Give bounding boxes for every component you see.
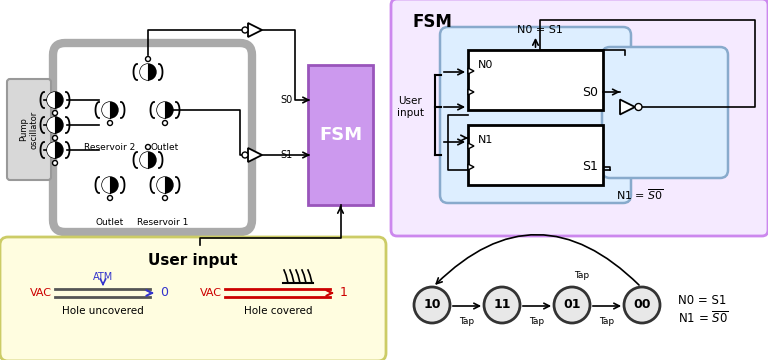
FancyBboxPatch shape: [602, 47, 728, 178]
Text: User input: User input: [148, 253, 238, 269]
Text: S0: S0: [281, 95, 293, 105]
Circle shape: [52, 135, 58, 140]
Polygon shape: [620, 99, 635, 114]
FancyBboxPatch shape: [0, 237, 386, 360]
Circle shape: [140, 152, 156, 168]
Circle shape: [47, 117, 63, 133]
Circle shape: [52, 161, 58, 166]
Text: N0 = S1: N0 = S1: [678, 293, 727, 306]
Text: 01: 01: [563, 298, 581, 311]
Text: N1 = $\overline{S0}$: N1 = $\overline{S0}$: [616, 188, 664, 202]
Bar: [308, 65, 373, 205]
Wedge shape: [140, 152, 148, 168]
Text: N0 = S1: N0 = S1: [517, 25, 563, 35]
Text: S1: S1: [582, 161, 598, 174]
Polygon shape: [468, 143, 474, 149]
Circle shape: [624, 287, 660, 323]
Circle shape: [140, 64, 156, 80]
Text: 10: 10: [423, 298, 441, 311]
Wedge shape: [102, 102, 110, 118]
Text: FSM: FSM: [319, 126, 362, 144]
Polygon shape: [468, 89, 474, 95]
Text: 1: 1: [340, 287, 348, 300]
Text: Hole uncovered: Hole uncovered: [62, 306, 144, 316]
Text: 00: 00: [634, 298, 650, 311]
Text: FSM: FSM: [413, 13, 453, 31]
Wedge shape: [102, 177, 110, 193]
Circle shape: [47, 142, 63, 158]
Wedge shape: [140, 64, 148, 80]
Polygon shape: [468, 68, 474, 74]
Circle shape: [635, 104, 642, 111]
Circle shape: [554, 287, 590, 323]
Text: VAC: VAC: [200, 288, 222, 298]
Text: Tap: Tap: [529, 317, 545, 326]
Circle shape: [108, 195, 112, 201]
Circle shape: [108, 121, 112, 126]
Text: Outlet: Outlet: [151, 144, 179, 153]
Circle shape: [47, 92, 63, 108]
Circle shape: [102, 177, 118, 193]
Text: Tap: Tap: [600, 317, 614, 326]
Text: Pump
oscillator: Pump oscillator: [19, 111, 38, 149]
Circle shape: [145, 144, 151, 149]
Circle shape: [414, 287, 450, 323]
Text: Tap: Tap: [574, 271, 590, 280]
Text: Reservoir 2: Reservoir 2: [84, 144, 136, 153]
Text: Hole covered: Hole covered: [243, 306, 313, 316]
Text: N1: N1: [478, 135, 493, 145]
Circle shape: [242, 27, 248, 33]
Circle shape: [157, 177, 173, 193]
Circle shape: [157, 102, 173, 118]
Text: N1 = $\overline{S0}$: N1 = $\overline{S0}$: [678, 310, 729, 326]
Text: VAC: VAC: [30, 288, 52, 298]
Circle shape: [163, 121, 167, 126]
FancyBboxPatch shape: [391, 0, 768, 236]
Polygon shape: [248, 148, 262, 162]
Text: Reservoir 1: Reservoir 1: [137, 218, 189, 227]
Wedge shape: [47, 92, 55, 108]
Text: User
input: User input: [396, 96, 423, 118]
Wedge shape: [157, 102, 165, 118]
Polygon shape: [468, 164, 474, 170]
Wedge shape: [157, 177, 165, 193]
Wedge shape: [47, 142, 55, 158]
Circle shape: [102, 102, 118, 118]
Wedge shape: [47, 117, 55, 133]
Bar: [468, 50, 603, 110]
Circle shape: [242, 152, 248, 158]
Text: 0: 0: [160, 287, 168, 300]
Text: N0: N0: [478, 60, 493, 70]
Text: Outlet: Outlet: [96, 218, 124, 227]
Text: Tap: Tap: [459, 317, 475, 326]
Text: S0: S0: [582, 85, 598, 99]
Circle shape: [484, 287, 520, 323]
FancyBboxPatch shape: [7, 79, 51, 180]
Text: ATM: ATM: [93, 272, 113, 282]
Circle shape: [163, 195, 167, 201]
Bar: [468, 125, 603, 185]
FancyBboxPatch shape: [440, 27, 631, 203]
Circle shape: [52, 111, 58, 116]
Polygon shape: [248, 23, 262, 37]
Text: 11: 11: [493, 298, 511, 311]
Circle shape: [145, 57, 151, 62]
Text: S1: S1: [281, 150, 293, 160]
